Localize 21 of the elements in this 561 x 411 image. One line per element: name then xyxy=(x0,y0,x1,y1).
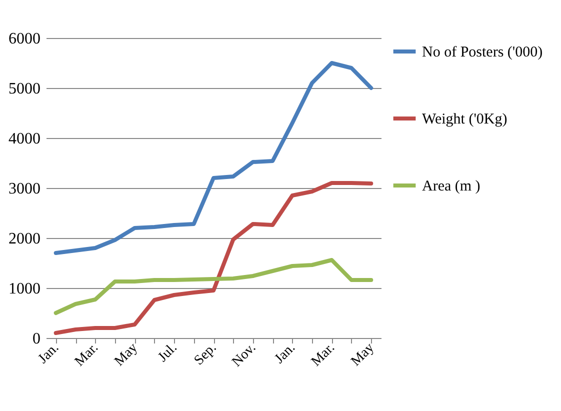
x-tick-label: May xyxy=(112,340,141,370)
legend-label: Area (m ) xyxy=(422,178,480,194)
y-tick-label: 5000 xyxy=(8,80,40,98)
x-tick-label: Mar. xyxy=(72,340,102,370)
y-tick-label: 2000 xyxy=(8,230,40,248)
x-tick-label: Sep. xyxy=(192,340,220,368)
x-tick-label: Nov. xyxy=(230,340,260,370)
y-tick-label: 1000 xyxy=(8,280,40,298)
line-series xyxy=(54,258,374,315)
legend-label: No of Posters ('000) xyxy=(422,44,543,60)
line-series xyxy=(54,61,374,255)
y-tick-label: 0 xyxy=(32,330,40,348)
y-tick-label: 4000 xyxy=(8,130,40,148)
x-tick-label: Jul. xyxy=(156,340,180,366)
x-tick-label: Mar. xyxy=(308,340,338,370)
legend-label: Weight ('0Kg) xyxy=(422,112,508,128)
x-tick-label: May xyxy=(348,340,378,370)
y-tick-label: 3000 xyxy=(8,180,40,198)
line-series xyxy=(54,181,374,335)
x-tick-label: Jan. xyxy=(272,340,298,367)
y-tick-label: 6000 xyxy=(8,30,40,48)
